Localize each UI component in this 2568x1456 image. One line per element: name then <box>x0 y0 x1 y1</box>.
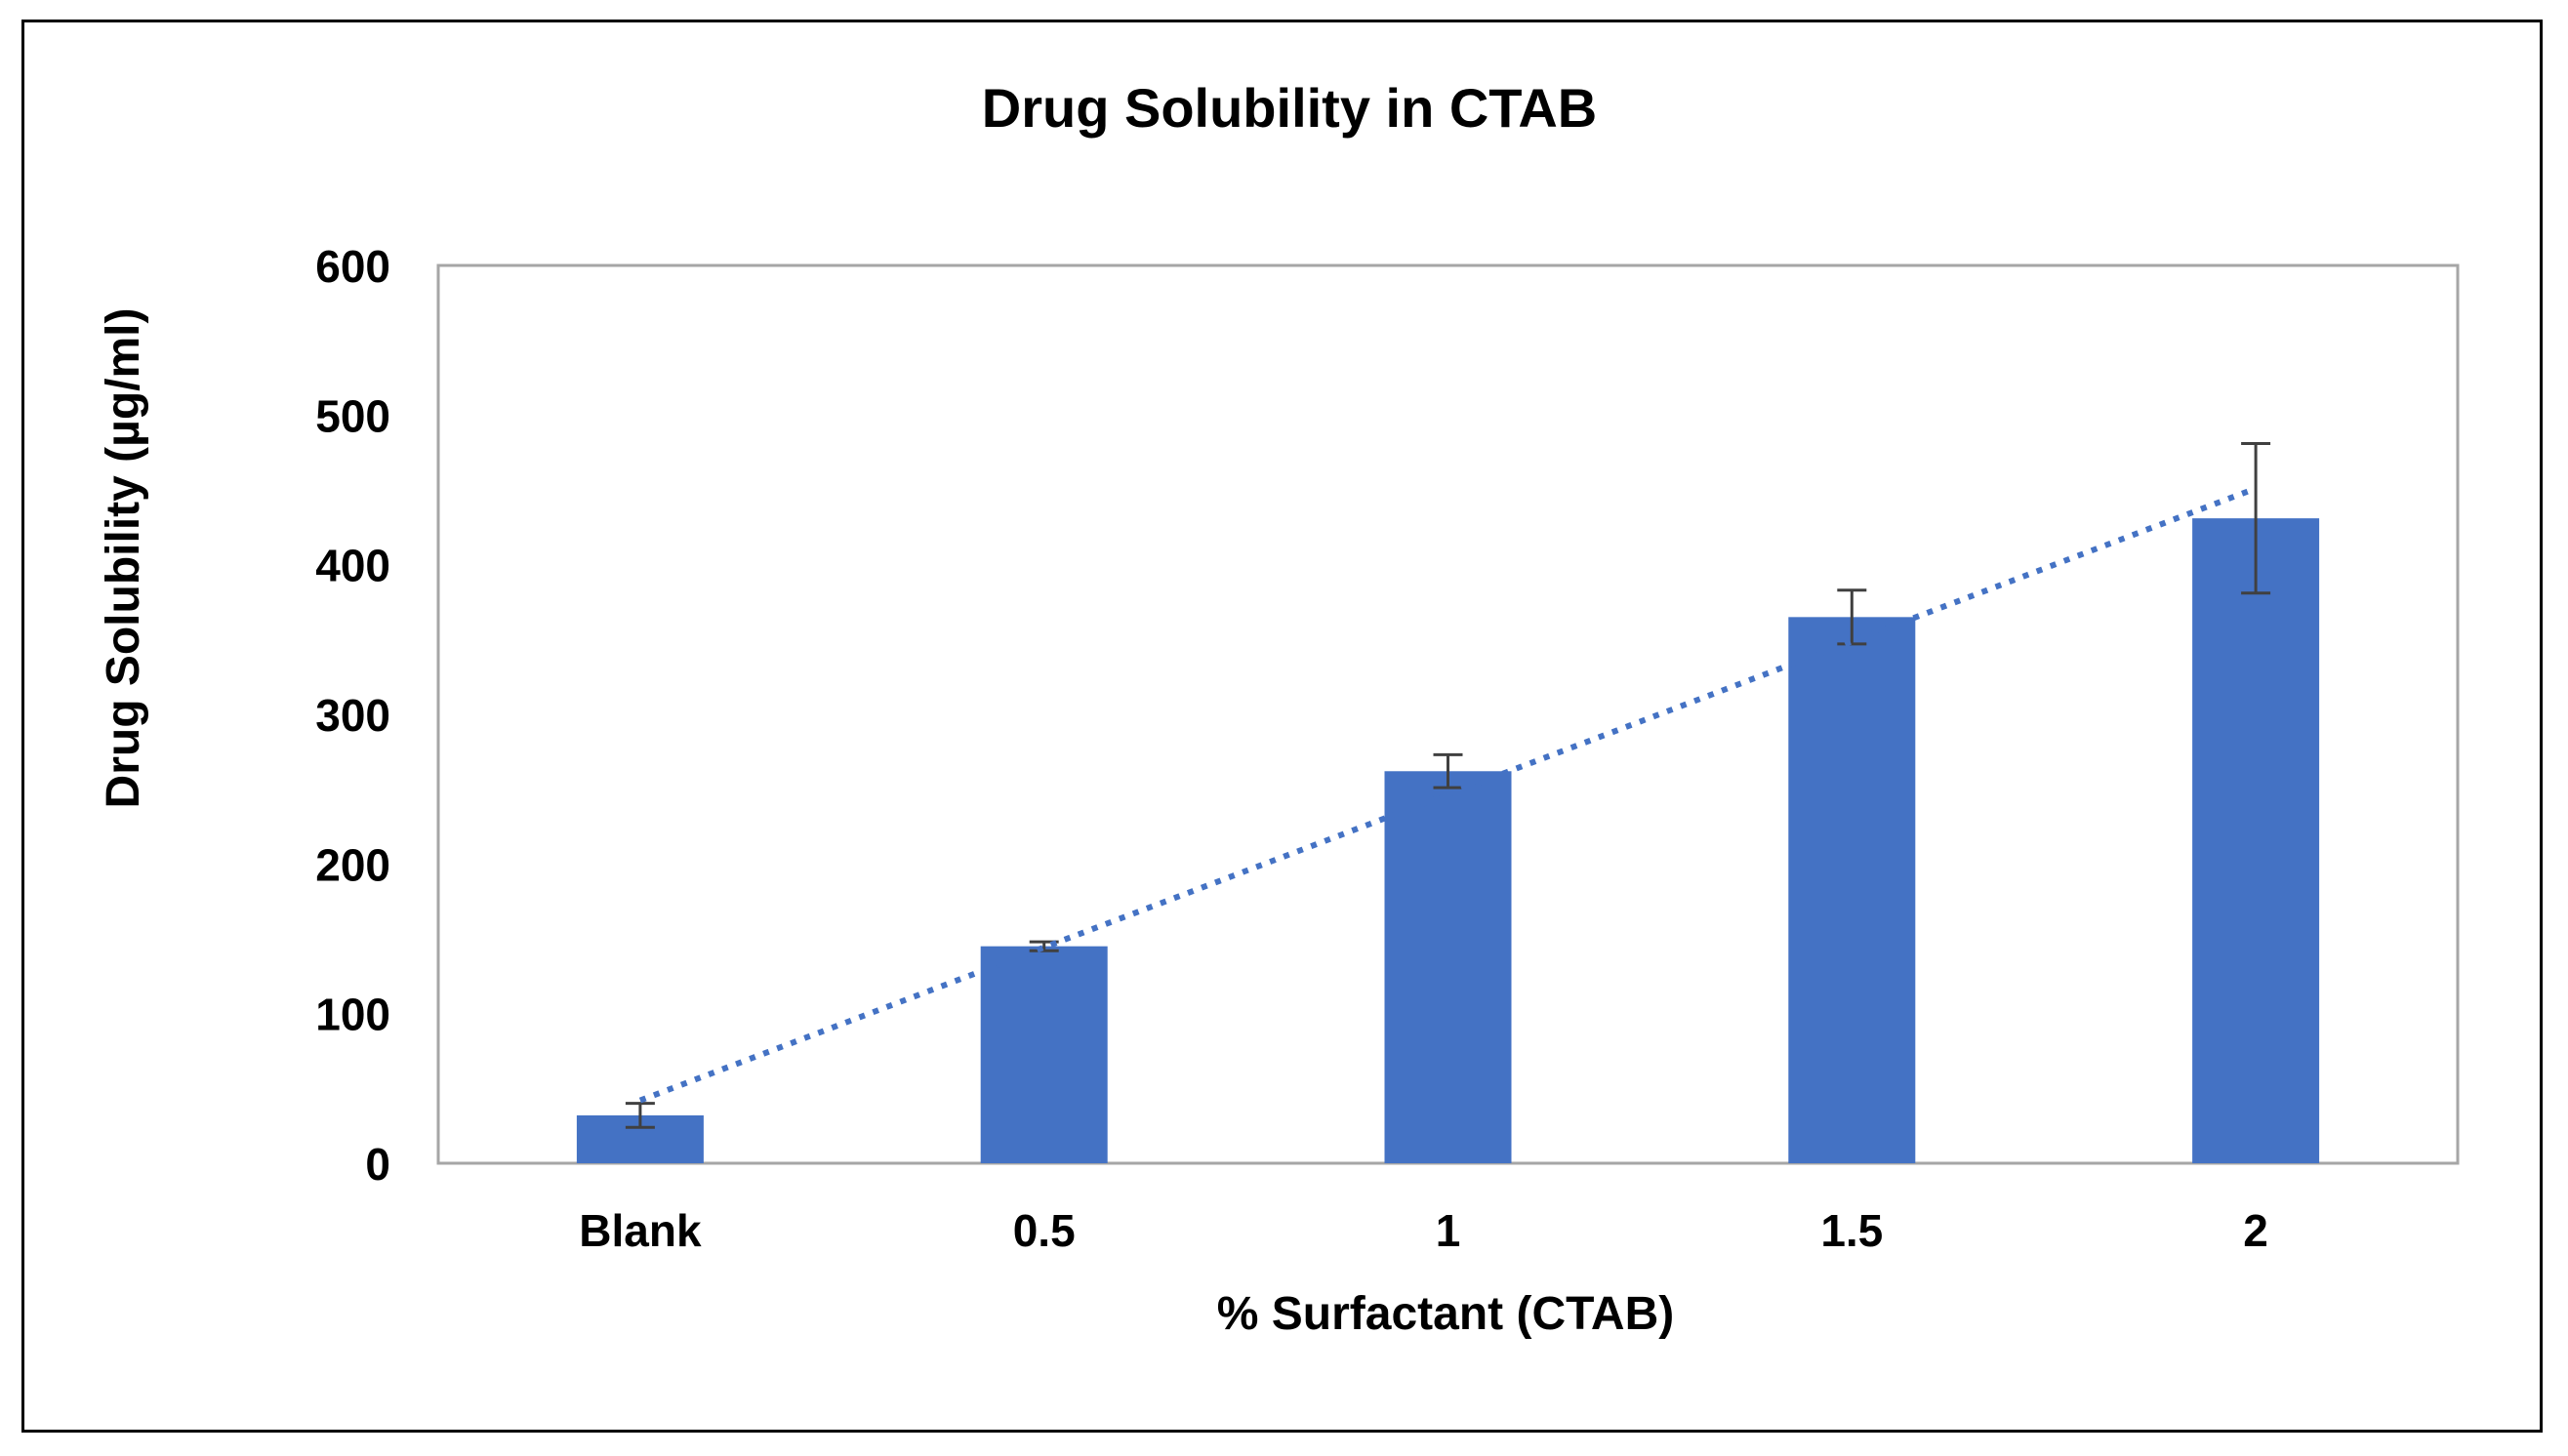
x-axis-label: % Surfactant (CTAB) <box>1217 1288 1674 1340</box>
y-tick-label: 200 <box>315 839 390 890</box>
y-axis-label: Drug Solubility (µg/ml) <box>98 308 149 809</box>
x-tick-label: Blank <box>579 1205 702 1256</box>
bar-5 <box>2192 518 2320 1163</box>
bar-2 <box>980 946 1108 1163</box>
chart-title: Drug Solubility in CTAB <box>982 77 1597 139</box>
y-tick-label: 300 <box>315 690 390 741</box>
y-tick-label: 600 <box>315 241 390 292</box>
y-tick-label: 100 <box>315 990 390 1040</box>
bar-3 <box>1384 771 1512 1163</box>
y-tick-label: 400 <box>315 541 390 591</box>
x-tick-label: 2 <box>2243 1205 2268 1256</box>
x-tick-label: 0.5 <box>1013 1205 1076 1256</box>
x-tick-label: 1.5 <box>1820 1205 1883 1256</box>
trendline <box>638 485 2258 1104</box>
bar-4 <box>1788 617 1916 1163</box>
y-tick-label: 0 <box>365 1139 390 1190</box>
x-tick-label: 1 <box>1436 1205 1461 1256</box>
chart-frame <box>21 20 2543 1433</box>
y-tick-label: 500 <box>315 390 390 441</box>
plot-area: 0 100 200 300 400 500 600 Blank 0.5 1 1.5 2 <box>315 241 2460 1256</box>
